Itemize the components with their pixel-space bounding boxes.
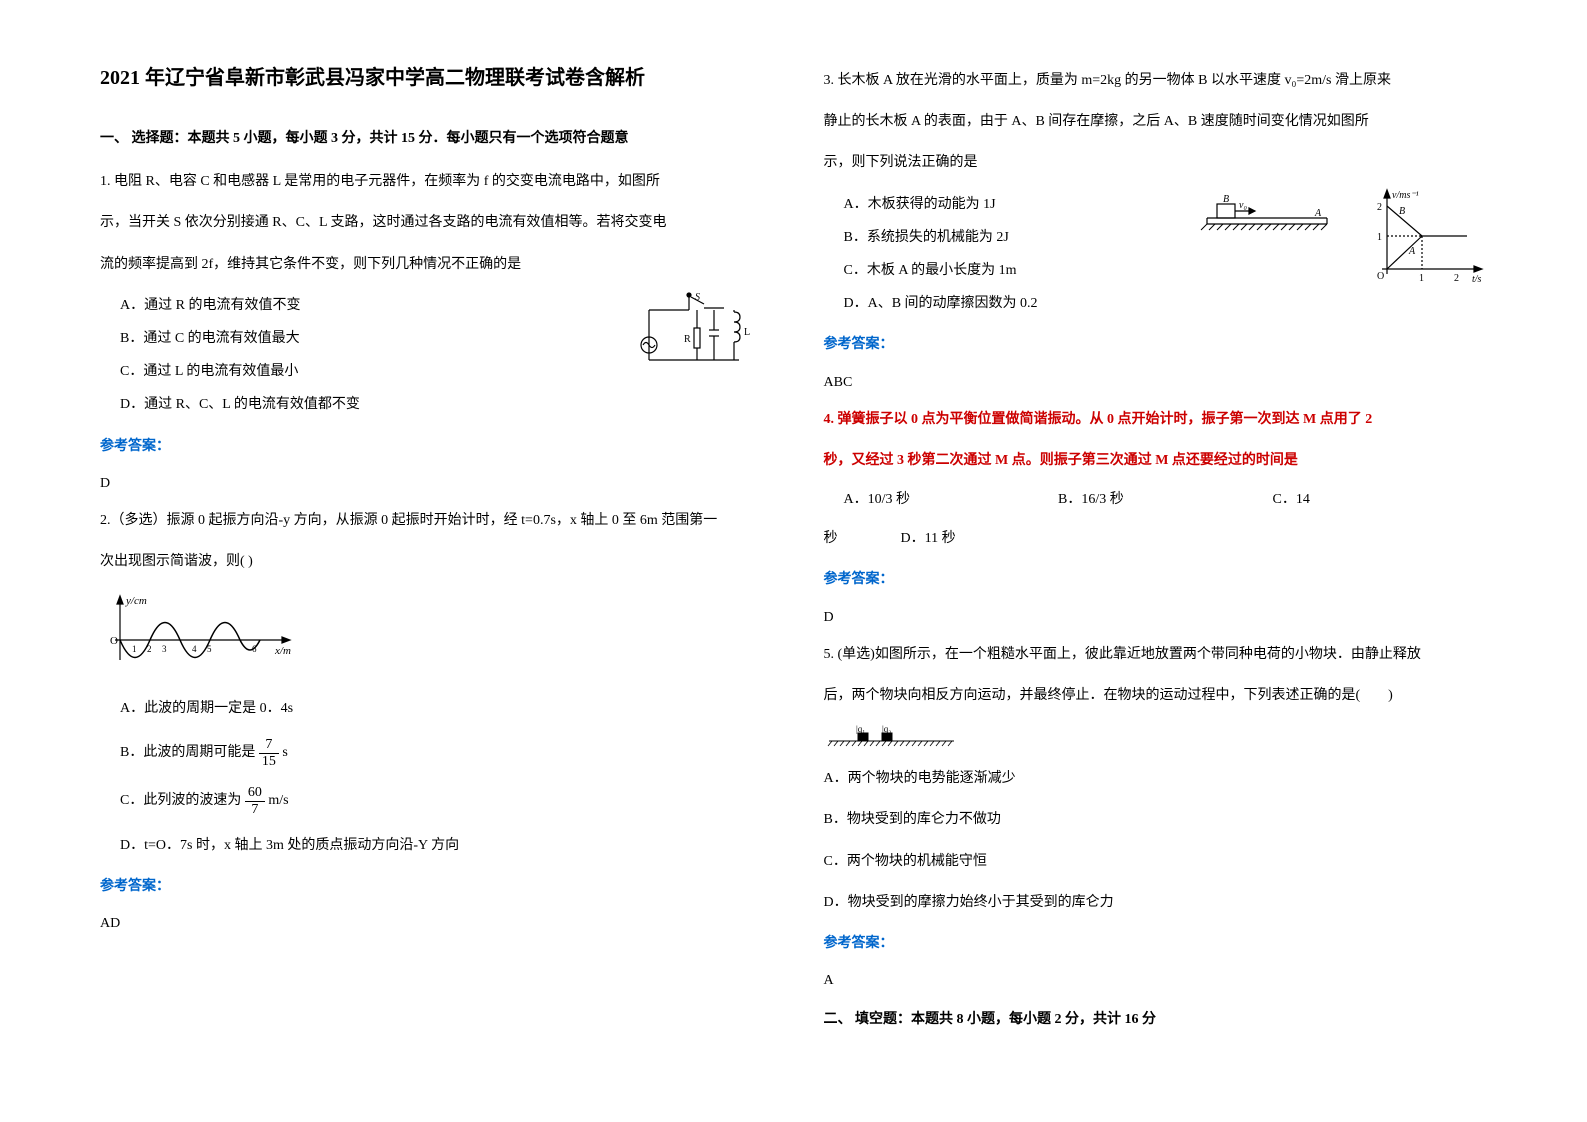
q3-diagram-icon: B v₀ A [1187,184,1487,294]
q2-optb-prefix: B．此波的周期可能是 [120,746,259,761]
section-1-header: 一、 选择题：本题共 5 小题，每小题 3 分，共计 15 分．每小题只有一个选… [100,126,764,151]
q2-optc-prefix: C．此列波的波速为 [120,793,245,808]
svg-text:B: B [1399,206,1405,217]
svg-text:O: O [110,635,118,647]
right-column: 3. 长木板 A 放在光滑的水平面上，质量为 m=2kg 的另一物体 B 以水平… [824,60,1488,1062]
svg-text:2: 2 [1377,202,1382,213]
q2-answer-label: 参考答案： [100,874,764,899]
q5-option-c: C．两个物块的机械能守恒 [824,849,1488,874]
svg-text:t/s: t/s [1472,274,1482,285]
q2-option-a: A．此波的周期一定是 0．4s [120,696,764,721]
svg-text:x/m: x/m [274,645,291,657]
q3-stem-line2: 静止的长木板 A 的表面，由于 A、B 间存在摩擦，之后 A、B 速度随时间变化… [824,109,1488,134]
svg-text:5: 5 [207,644,212,654]
q1-answer-label: 参考答案： [100,434,764,459]
svg-text:O: O [1377,271,1384,282]
section-2-header: 二、 填空题：本题共 8 小题，每小题 2 分，共计 16 分 [824,1007,1488,1032]
q5-option-d: D．物块受到的摩擦力始终小于其受到的库仑力 [824,890,1488,915]
q5-stem-line2: 后，两个物块向相反方向运动，并最终停止．在物块的运动过程中，下列表述正确的是( … [824,683,1488,708]
q3-stem-line3: 示，则下列说法正确的是 [824,150,1488,175]
circuit-diagram-icon: S R L [629,290,759,380]
q2-optc-suffix: m/s [268,793,288,808]
svg-text:1: 1 [1377,232,1382,243]
q1-stem-line1: 1. 电阻 R、电容 C 和电感器 L 是常用的电子元器件，在频率为 f 的交变… [100,169,764,194]
svg-text:B: B [1223,194,1229,205]
q4-stem-line2: 秒，又经过 3 秒第二次通过 M 点。则振子第三次通过 M 点还要经过的时间是 [824,448,1488,473]
q4-stem-line1: 4. 弹簧振子以 0 点为平衡位置做简谐振动。从 0 点开始计时，振子第一次到达… [824,407,1488,432]
svg-text:1: 1 [1419,273,1424,284]
svg-text:L: L [744,327,750,338]
q4-options-row1: A．10/3 秒 B．16/3 秒 C．14 [844,487,1488,512]
q4-option-d: D．11 秒 [901,531,956,546]
q4-option-c-cont: 秒 [824,531,838,546]
q2-stem-line2: 次出现图示简谐波，则( ) [100,549,764,574]
q2-optb-den: 15 [259,754,279,769]
q2-optb-num: 7 [259,737,279,753]
exam-title: 2021 年辽宁省阜新市彰武县冯家中学高二物理联考试卷含解析 [100,60,764,96]
q5-option-a: A．两个物块的电势能逐渐减少 [824,766,1488,791]
svg-text:1: 1 [132,644,137,654]
q4-option-c: C．14 [1273,487,1488,512]
q2-answer: AD [100,911,764,936]
q2-optc-den: 7 [245,802,265,817]
wave-diagram-icon: y/cm x/m O 1 2 3 4 5 6 [100,590,300,680]
q4-options-row2: 秒 D．11 秒 [824,526,1488,551]
q2-option-d: D．t=O．7s 时，x 轴上 3m 处的质点振动方向沿-Y 方向 [120,833,764,858]
q5-stem-line1: 5. (单选)如图所示，在一个粗糙水平面上，彼此靠近地放置两个带同种电荷的小物块… [824,642,1488,667]
q2-optc-num: 60 [245,785,265,801]
svg-text:3: 3 [162,644,167,654]
left-column: 2021 年辽宁省阜新市彰武县冯家中学高二物理联考试卷含解析 一、 选择题：本题… [100,60,764,1062]
q3-option-d: D．A、B 间的动摩擦因数为 0.2 [844,291,1488,316]
q5-diagram-icon: |q₁ |q₂ [824,722,964,752]
q4-option-b: B．16/3 秒 [1058,487,1273,512]
q2-optb-fraction: 7 15 [259,737,279,769]
q1-answer: D [100,471,764,496]
svg-text:v₀: v₀ [1239,200,1247,211]
q1-option-d: D．通过 R、C、L 的电流有效值都不变 [120,392,764,417]
q3-answer-label: 参考答案： [824,332,1488,357]
svg-text:A: A [1408,246,1416,257]
svg-text:R: R [684,334,691,345]
q2-optb-suffix: s [282,746,287,761]
q4-answer-label: 参考答案： [824,567,1488,592]
svg-text:6: 6 [252,644,257,654]
q5-answer-label: 参考答案： [824,931,1488,956]
svg-text:2: 2 [1454,273,1459,284]
q4-answer: D [824,605,1488,630]
q5-option-b: B．物块受到的库仑力不做功 [824,807,1488,832]
svg-text:2: 2 [147,644,152,654]
q2-optc-fraction: 60 7 [245,785,265,817]
q2-stem-line1: 2.（多选）振源 0 起振方向沿-y 方向，从振源 0 起振时开始计时，经 t=… [100,508,764,533]
q1-stem-line2: 示，当开关 S 依次分别接通 R、C、L 支路，这时通过各支路的电流有效值相等。… [100,210,764,235]
q1-stem-line3: 流的频率提高到 2f，维持其它条件不变，则下列几种情况不正确的是 [100,252,764,277]
svg-text:A: A [1314,208,1322,219]
q4-option-a: A．10/3 秒 [844,487,1059,512]
q3-answer: ABC [824,370,1488,395]
q2-option-c: C．此列波的波速为 60 7 m/s [120,785,764,817]
q5-answer: A [824,968,1488,993]
svg-text:y/cm: y/cm [125,595,147,607]
svg-text:4: 4 [192,644,197,654]
q2-option-b: B．此波的周期可能是 7 15 s [120,737,764,769]
q3-stem-line1: 3. 长木板 A 放在光滑的水平面上，质量为 m=2kg 的另一物体 B 以水平… [824,68,1488,93]
svg-text:v/ms⁻¹: v/ms⁻¹ [1392,190,1419,201]
